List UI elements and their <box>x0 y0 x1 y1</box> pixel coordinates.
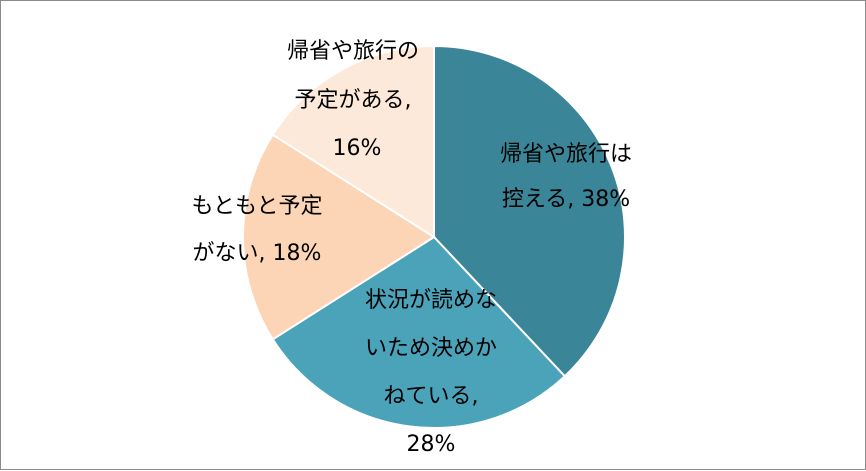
slice-label-2-line-2: いため決めか <box>365 336 497 361</box>
pie-slice-4 <box>271 44 435 239</box>
slice-label-2-line-3: ねている, <box>384 384 479 409</box>
slice-label-2-line-4: 28% <box>407 432 456 457</box>
pie-slice-3 <box>242 133 436 341</box>
slice-label-3-line-2: がない, 18% <box>193 241 322 266</box>
pie-slice-1 <box>433 44 626 378</box>
pie-slice-2 <box>271 235 567 429</box>
slice-label-4-line-2: 予定がある, <box>295 88 412 113</box>
pie-slices <box>242 44 626 429</box>
slice-label-3-line-1: もともと予定 <box>191 194 322 219</box>
slice-label-1-line-2: 控える, 38% <box>502 187 630 212</box>
slice-label-4-line-1: 帰省や旅行の <box>287 39 419 64</box>
slice-label-2-line-1: 状況が読めな <box>365 288 497 313</box>
slice-label-4-line-3: 16% <box>333 136 382 161</box>
slice-label-1-line-1: 帰省や旅行は <box>500 142 632 167</box>
